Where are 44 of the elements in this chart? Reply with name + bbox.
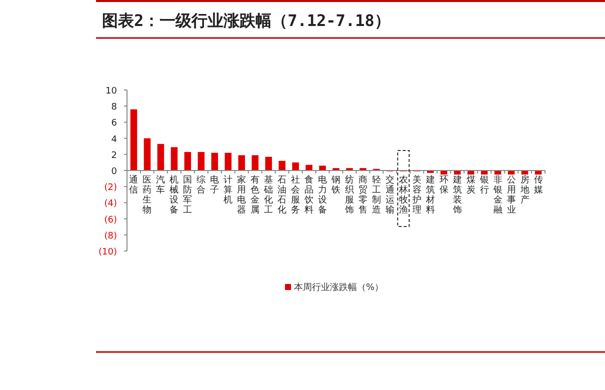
x-tick-label: 社会服务 — [291, 174, 300, 216]
y-tick-label: 10 — [106, 86, 118, 96]
x-tick-label: 钢铁 — [330, 174, 340, 196]
x-tick-label: 建筑装饰 — [452, 174, 462, 216]
x-tick-label: 通信 — [129, 174, 138, 196]
x-tick-label: 纺织服饰 — [344, 174, 354, 216]
x-tick-label: 国防军工 — [183, 176, 192, 216]
y-tick-label: (2) — [104, 183, 117, 194]
x-tick-label: 建筑材料 — [424, 174, 435, 216]
y-tick-label: 8 — [111, 102, 118, 113]
y-tick-label: (4) — [104, 199, 117, 210]
x-tick-label: 石油石化 — [278, 176, 287, 216]
x-tick-label: 有色金属 — [250, 174, 260, 216]
x-tick-label: 综合 — [196, 174, 206, 196]
x-tick-label: 计算机 — [224, 174, 233, 206]
x-tick-label: 传媒 — [534, 174, 543, 196]
y-tick-label: (8) — [104, 231, 117, 242]
x-tick-label: 机械设备 — [170, 174, 179, 216]
x-tick-label: 银行 — [478, 174, 489, 196]
x-tick-label: 房地产 — [519, 174, 530, 206]
x-tick-label: 公用事业 — [506, 174, 516, 216]
chart-title: 图表2：一级行业涨跌幅（7.12-7.18） — [102, 11, 390, 30]
x-tick-label: 环保 — [439, 176, 448, 196]
y-tick-label: 0 — [111, 167, 118, 177]
y-tick-label: 4 — [111, 134, 118, 145]
legend-label: 本周行业涨跌幅（%） — [294, 282, 384, 293]
x-tick-label: 基础化工 — [263, 174, 274, 216]
y-tick-label: 2 — [111, 150, 117, 161]
y-tick-label: (10) — [98, 248, 117, 258]
x-tick-label: 交通运输 — [385, 174, 394, 216]
x-tick-label: 轻工制造 — [372, 174, 381, 216]
x-tick-label: 家用电器 — [237, 174, 246, 216]
x-tick-label: 商贸零售 — [358, 174, 368, 216]
y-tick-label: (6) — [104, 215, 117, 226]
x-tick-label: 汽车 — [156, 174, 166, 196]
x-tick-label: 农林牧渔 — [398, 174, 408, 216]
x-tick-label: 电子 — [210, 174, 220, 196]
x-tick-label: 非银金融 — [492, 174, 502, 216]
y-tick-label: 6 — [111, 118, 118, 129]
x-tick-label: 医药生物 — [142, 174, 152, 216]
x-tick-label: 美容护理 — [411, 174, 422, 216]
x-tick-label: 电力设备 — [318, 174, 328, 216]
x-tick-label: 煤炭 — [466, 174, 476, 196]
x-tick-label: 食品饮料 — [304, 174, 314, 216]
